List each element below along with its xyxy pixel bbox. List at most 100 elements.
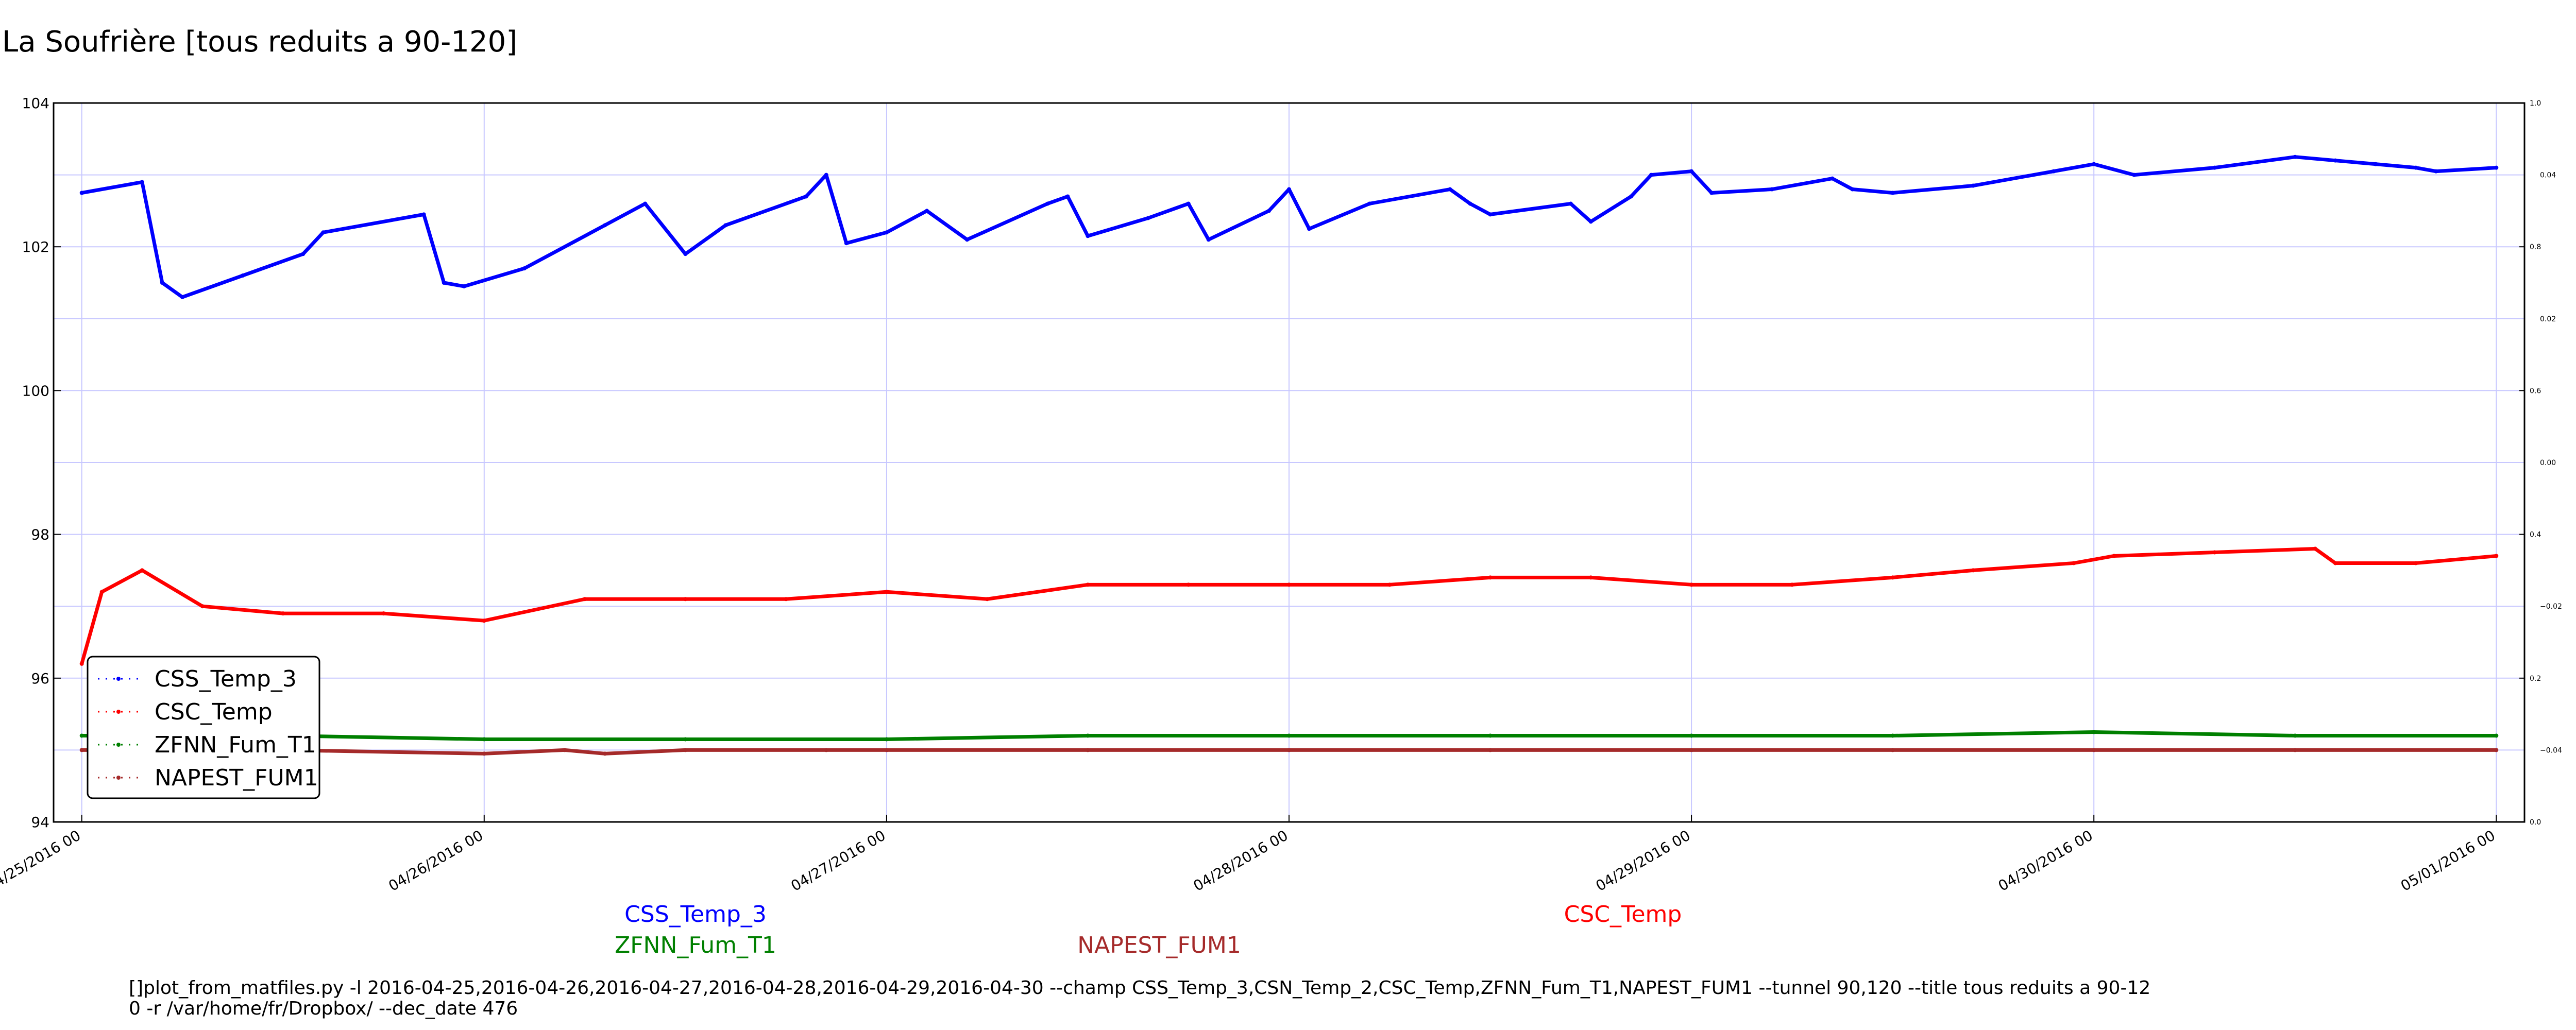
data-point bbox=[79, 733, 84, 738]
series-line bbox=[81, 748, 2497, 756]
data-point bbox=[723, 223, 728, 228]
series-label-csc: CSC_Temp bbox=[1564, 901, 1682, 928]
data-point bbox=[79, 661, 84, 666]
data-point bbox=[683, 597, 688, 602]
data-point bbox=[884, 590, 889, 594]
data-point bbox=[583, 597, 587, 602]
data-point bbox=[1045, 201, 1050, 206]
data-point bbox=[281, 611, 285, 616]
data-point bbox=[2092, 730, 2096, 734]
data-point bbox=[1488, 733, 1493, 738]
data-point bbox=[1890, 748, 1895, 752]
data-point bbox=[482, 619, 486, 623]
right-tick-label: 0.2 bbox=[2530, 675, 2541, 683]
data-point bbox=[2212, 165, 2217, 170]
data-point bbox=[2293, 748, 2297, 752]
data-point bbox=[643, 201, 648, 206]
right-minor-tick-label: 0.04 bbox=[2540, 171, 2556, 180]
data-point bbox=[2414, 165, 2418, 170]
data-point bbox=[824, 748, 828, 752]
series-CSS_Temp_3 bbox=[79, 154, 2499, 299]
data-point bbox=[2072, 561, 2076, 565]
data-point bbox=[160, 281, 164, 285]
legend-label: NAPEST_FUM1 bbox=[155, 765, 318, 791]
data-point bbox=[1890, 575, 1895, 580]
y-tick-label: 96 bbox=[31, 670, 49, 687]
x-tick-label: 05/01/2016 00 bbox=[2398, 827, 2498, 895]
legend: CSS_Temp_3 CSC_Temp ZFNN_Fum_T1 NAPEST_FUM1 bbox=[87, 656, 320, 799]
command-line-1: []plot_from_matfiles.py -l 2016-04-25,20… bbox=[129, 977, 2150, 999]
data-point bbox=[1146, 216, 1150, 220]
data-point bbox=[1488, 748, 1493, 752]
data-point bbox=[1468, 201, 1472, 206]
data-point bbox=[1689, 582, 1694, 587]
chart-title: La Soufrière [tous reduits a 90-120] bbox=[2, 25, 517, 59]
data-point bbox=[603, 223, 607, 228]
data-point bbox=[1770, 187, 1774, 192]
data-point bbox=[1287, 187, 1291, 192]
data-point bbox=[2494, 748, 2499, 752]
data-point bbox=[1065, 194, 1070, 199]
data-point bbox=[1790, 582, 1794, 587]
series-label-zfnn: ZFNN_Fum_T1 bbox=[615, 932, 776, 958]
x-tick-label: 04/28/2016 00 bbox=[1191, 827, 1291, 895]
data-point bbox=[1568, 201, 1573, 206]
legend-box bbox=[87, 656, 320, 799]
data-point bbox=[1689, 733, 1694, 738]
data-point bbox=[1890, 191, 1895, 195]
data-point bbox=[482, 751, 486, 756]
data-point bbox=[381, 611, 386, 616]
data-point bbox=[2293, 733, 2297, 738]
data-point bbox=[1287, 733, 1291, 738]
series-CSC_Temp bbox=[79, 546, 2499, 666]
data-point bbox=[241, 273, 245, 278]
data-point bbox=[1850, 187, 1855, 192]
data-point bbox=[1709, 191, 1714, 195]
data-point bbox=[1287, 582, 1291, 587]
data-point bbox=[1488, 575, 1493, 580]
data-point bbox=[1086, 582, 1090, 587]
data-point bbox=[1086, 733, 1090, 738]
legend-marker bbox=[116, 776, 121, 780]
data-point bbox=[482, 737, 486, 742]
y-tick-label: 98 bbox=[31, 526, 49, 543]
x-tick-label: 04/27/2016 00 bbox=[788, 827, 889, 895]
right-tick-label: 0.6 bbox=[2530, 387, 2541, 395]
data-point bbox=[1890, 733, 1895, 738]
legend-marker bbox=[116, 677, 121, 681]
y-tick-label: 94 bbox=[31, 814, 49, 831]
data-point bbox=[2132, 173, 2137, 177]
data-point bbox=[884, 748, 889, 752]
right-axis: 0.0 0.2 0.4 0.6 0.8 1.0 −0.04 −0.02 0.00 0.02 0.04 bbox=[2519, 99, 2562, 827]
data-point bbox=[985, 597, 990, 602]
data-point bbox=[884, 737, 889, 742]
data-point bbox=[79, 748, 84, 752]
data-point bbox=[140, 568, 144, 573]
data-point bbox=[301, 252, 306, 256]
data-point bbox=[2212, 550, 2217, 555]
data-point bbox=[1387, 582, 1392, 587]
right-tick-label: 0.0 bbox=[2530, 818, 2541, 827]
data-point bbox=[522, 266, 527, 271]
legend-marker bbox=[116, 743, 121, 747]
data-point bbox=[1971, 568, 1975, 573]
data-point bbox=[1367, 201, 1372, 206]
data-point bbox=[1186, 582, 1191, 587]
data-point bbox=[683, 737, 688, 742]
data-point bbox=[2333, 158, 2337, 163]
data-point bbox=[2313, 546, 2317, 551]
data-point bbox=[2092, 748, 2096, 752]
data-point bbox=[563, 748, 567, 752]
data-point bbox=[2333, 561, 2337, 565]
legend-label: CSS_Temp_3 bbox=[155, 666, 297, 692]
x-tick-label: 04/25/2016 00 bbox=[0, 827, 83, 895]
legend-label: CSC_Temp bbox=[155, 699, 273, 725]
data-point bbox=[1649, 173, 1653, 177]
series-layer bbox=[79, 154, 2499, 756]
data-point bbox=[844, 241, 849, 246]
data-point bbox=[1448, 187, 1452, 192]
data-point bbox=[321, 230, 326, 235]
series-label-css: CSS_Temp_3 bbox=[624, 901, 767, 928]
y-axis: 94 96 98 100 102 104 bbox=[22, 95, 61, 831]
data-point bbox=[2414, 561, 2418, 565]
